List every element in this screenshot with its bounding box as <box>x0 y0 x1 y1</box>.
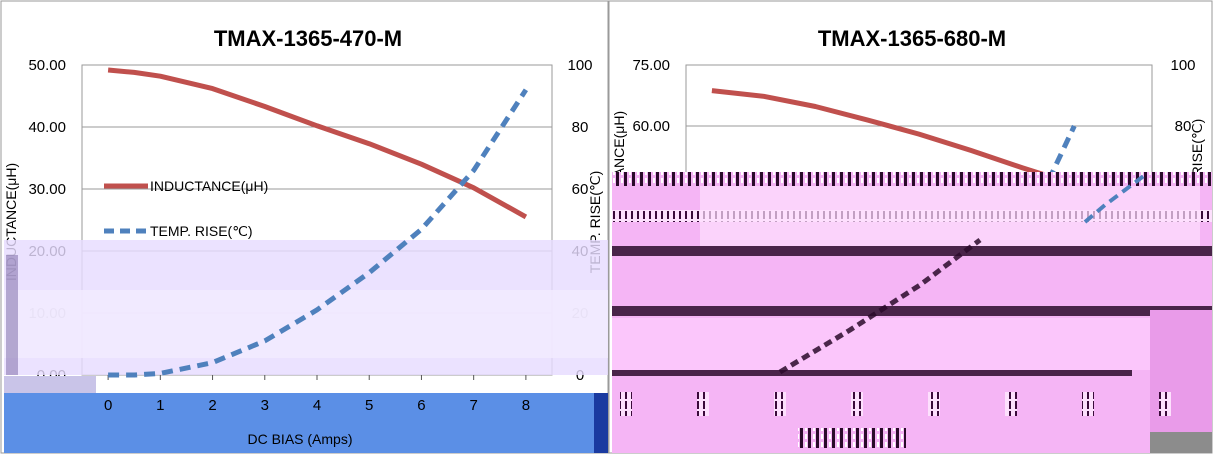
left-y2-tick-label: 60 <box>572 181 589 198</box>
right-temp-fragment <box>1083 173 1147 224</box>
left-x-tick-label: 1 <box>156 397 164 414</box>
glitch-row-5 <box>612 370 1132 376</box>
x-axis-band-edge <box>594 393 608 453</box>
left-series <box>107 67 528 378</box>
right-y2-ticks: 80 100 <box>1170 57 1195 135</box>
left-artifact-band-2 <box>4 290 608 358</box>
glitch-block-a <box>700 186 1200 246</box>
left-x-tick-label: 7 <box>469 397 477 414</box>
glitch-tick <box>1159 392 1171 416</box>
glitch-tick <box>851 392 863 416</box>
left-y2-tick-label: 80 <box>572 119 589 136</box>
legend-inductance-label: INDUCTANCE(μH) <box>150 178 268 194</box>
left-chart-title: TMAX-1365-470-M <box>214 26 402 51</box>
glitch-block-b <box>612 318 1212 370</box>
left-artifact-strip <box>6 255 18 375</box>
glitch-tick <box>928 392 940 416</box>
right-y-tick-label: 75.00 <box>632 57 670 74</box>
left-x-tick-label: 0 <box>104 397 112 414</box>
left-temp-line <box>108 88 528 378</box>
left-x-tick-label: 2 <box>208 397 216 414</box>
right-y2-tick-label: 100 <box>1170 57 1195 74</box>
glitch-xlabel <box>798 428 906 448</box>
left-y-tick-label: 30.00 <box>28 181 66 198</box>
x-axis-label: DC BIAS (Amps) <box>247 431 352 447</box>
glitch-tick-marks <box>620 392 1171 448</box>
left-y-tick-label: 50.00 <box>28 57 66 74</box>
left-y2-tick-label: 100 <box>567 57 592 74</box>
left-x-tick-label: 8 <box>522 397 530 414</box>
glitch-row-3 <box>612 246 1212 256</box>
right-temp-glitch-trace <box>778 238 982 375</box>
glitch-tick <box>697 392 709 416</box>
glitch-row-1 <box>612 172 1212 186</box>
right-y2-tick-label: 80 <box>1175 118 1192 135</box>
legend-temp-label: TEMP. RISE(℃) <box>150 223 253 239</box>
left-inductance-line <box>107 67 528 220</box>
right-inductance-line <box>711 88 1076 187</box>
glitch-row-4 <box>612 306 1212 316</box>
left-x-tick-label: 6 <box>417 397 425 414</box>
glitch-tick <box>620 392 632 416</box>
glitch-tick <box>1082 392 1094 416</box>
left-x-tick-label: 4 <box>313 397 321 414</box>
left-x-tick-label: 3 <box>261 397 269 414</box>
left-chart-frame <box>0 0 609 454</box>
right-chart-title: TMAX-1365-680-M <box>818 26 1006 51</box>
left-y2-tick-label: 0 <box>576 367 584 384</box>
glitch-block-d <box>1150 432 1212 453</box>
left-y-tick-label: 40.00 <box>28 119 66 136</box>
x-axis-band <box>4 393 594 453</box>
glitch-tick <box>1005 392 1017 416</box>
right-y-tick-label: 60.00 <box>632 118 670 135</box>
left-x-ticks: 0 1 2 3 4 5 6 7 8 <box>104 397 530 414</box>
left-x-tick-label: 5 <box>365 397 373 414</box>
left-chart: TMAX-1365-470-M 0.0010.0020.0030.0040.00… <box>3 26 608 453</box>
left-artifact-corner <box>4 376 96 393</box>
glitch-tick <box>774 392 786 416</box>
glitch-block-c <box>1150 310 1212 440</box>
